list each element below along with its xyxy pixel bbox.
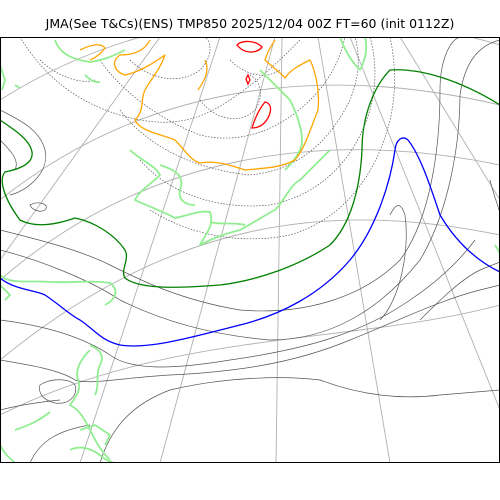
isotherm <box>379 205 407 321</box>
latitude-line <box>0 304 500 416</box>
coastline <box>14 84 21 89</box>
coastline <box>14 411 51 431</box>
map-title: JMA(See T&Cs)(ENS) TMP850 2025/12/04 00Z… <box>45 16 455 31</box>
latitude-line <box>0 149 500 281</box>
meridian-line <box>275 37 283 463</box>
coastline <box>69 446 116 463</box>
isotherm <box>149 37 395 240</box>
meridian-lines <box>0 37 500 463</box>
isotherm-red <box>251 101 272 129</box>
isotherm <box>99 37 346 139</box>
dotted-isotherms <box>19 37 395 240</box>
coastline <box>69 349 111 461</box>
coastline <box>84 74 101 84</box>
coastline <box>54 39 126 63</box>
isotherm <box>0 399 61 411</box>
isotherm <box>129 37 211 80</box>
isotherm <box>0 284 500 383</box>
coastline <box>79 424 111 446</box>
latitude-line <box>0 219 500 361</box>
coastline <box>0 64 6 91</box>
isotherm-blue <box>0 137 500 347</box>
isotherm-green <box>0 69 500 288</box>
latitude-line <box>0 84 500 201</box>
isotherm <box>119 37 359 176</box>
meridian-line <box>79 37 221 463</box>
isotherm <box>0 109 47 196</box>
isotherm-orange <box>113 39 320 171</box>
isotherm-orange-group <box>79 39 320 171</box>
coastline <box>159 164 196 206</box>
isotherm <box>0 39 500 341</box>
isotherm <box>99 377 500 463</box>
coastlines <box>0 37 500 463</box>
coastline <box>209 221 246 226</box>
isotherm-red-group <box>236 40 272 129</box>
isotherm <box>139 37 376 207</box>
forecast-map <box>0 37 500 463</box>
isotherm <box>0 37 461 312</box>
isotherm-orange <box>197 59 208 91</box>
isotherm <box>39 379 76 404</box>
solid-isotherms <box>0 37 500 463</box>
meridian-line <box>399 37 500 201</box>
isotherm <box>199 74 261 119</box>
coastline <box>339 37 368 71</box>
coastline <box>89 344 103 396</box>
isotherm <box>419 261 500 321</box>
isotherm <box>229 59 281 76</box>
meridian-line <box>0 37 161 261</box>
isotherm <box>0 239 476 368</box>
coastline <box>0 444 16 463</box>
isotherm <box>0 139 17 171</box>
coastline <box>129 149 331 246</box>
isotherm-red <box>245 73 251 86</box>
isotherm-red <box>236 40 263 53</box>
coastline <box>0 284 11 301</box>
isotherm <box>29 202 47 212</box>
latitude-line <box>0 37 500 101</box>
coastline <box>0 274 117 306</box>
isotherm <box>19 37 301 123</box>
isotherm <box>29 424 91 463</box>
isotherm-orange <box>79 44 106 61</box>
latitude-lines <box>0 37 500 416</box>
meridian-line <box>159 37 276 463</box>
meridian-line <box>349 37 500 411</box>
meridian-line <box>317 37 391 463</box>
